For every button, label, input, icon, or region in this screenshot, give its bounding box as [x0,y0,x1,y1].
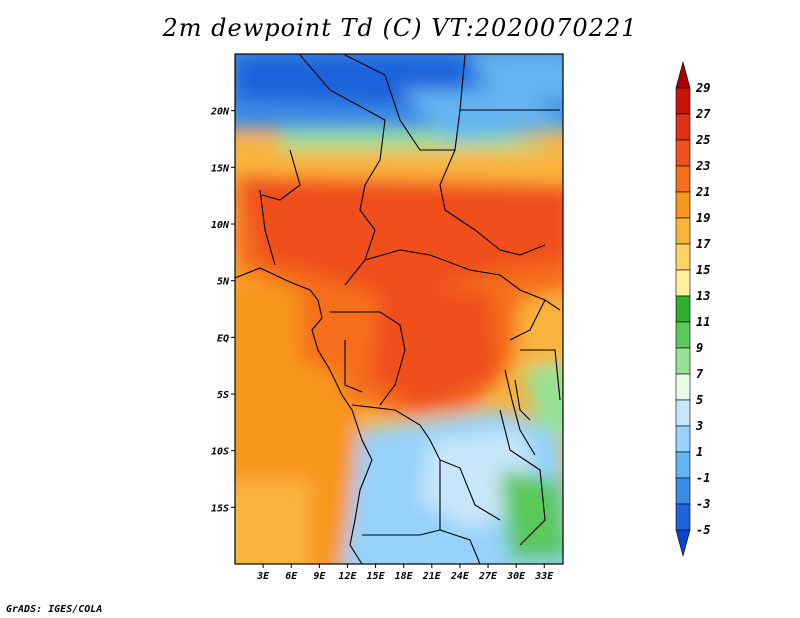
colorbar-label: 25 [695,133,710,147]
colorbar-swatch [675,321,691,349]
lon-tick-label: 12E [338,571,357,582]
country-borders [235,54,561,564]
lon-tick-label: 18E [395,571,414,582]
colorbar-swatch [675,191,691,219]
lon-tick-label: 3E [256,571,270,582]
colorbar-label: 5 [696,393,703,407]
lon-tick-label: 15E [367,571,386,582]
colorbar-label: 21 [695,185,710,199]
dewpoint-field [235,54,563,564]
colorbar-swatch [675,243,691,271]
lon-tick-label: 27E [478,571,498,582]
colorbar-swatch [675,503,691,531]
lon-tick-label: 6E [285,571,298,582]
colorbar-label: 1 [696,445,703,459]
colorbar-swatch [675,217,691,245]
colorbar-swatch [675,165,691,193]
lon-tick-label: 33E [534,571,554,582]
colorbar-label: 17 [696,237,711,251]
map-frame [234,53,564,565]
colorbar-swatch [675,451,691,479]
colorbar-swatch [675,139,691,167]
colorbar-swatch [675,373,691,401]
colorbar-swatch [675,295,691,323]
lon-tick-label: 21E [422,571,442,582]
colorbar-swatch [675,87,691,115]
latitude-ticks: 20N 15N 10N 5N EQ 5S 10S 15S [210,107,235,514]
colorbar-swatch [675,269,691,297]
lat-tick-label: 10S [211,447,229,458]
colorbar-label: -3 [696,497,710,511]
colorbar-swatch [675,113,691,141]
grads-credit: GrADS: IGES/COLA [6,604,103,615]
colorbar-label: 15 [696,263,710,277]
colorbar-swatch [675,399,691,427]
lat-tick-label: 20N [210,107,230,118]
colorbar-swatch [675,529,691,558]
colorbar: 29 27 25 23 21 19 17 15 13 11 9 7 5 3 1 -1 -3 -5 [675,60,711,558]
lon-tick-label: 30E [506,571,526,582]
lat-tick-label: 5N [217,277,230,288]
colorbar-swatch [675,60,691,89]
lat-tick-label: 5S [217,390,229,401]
colorbar-label: -5 [696,523,710,537]
lon-tick-label: 9E [313,571,326,582]
colorbar-label: 27 [695,107,711,121]
colorbar-label: -1 [696,471,710,485]
colorbar-swatch [675,425,691,453]
lat-tick-label: 15S [211,503,229,514]
colorbar-label: 3 [695,419,703,433]
colorbar-label: 11 [696,315,710,329]
longitude-ticks: 3E 6E 9E 12E 15E 18E 21E 24E 27E 30E 33E [256,564,554,582]
lon-tick-label: 24E [450,571,470,582]
colorbar-swatch [675,477,691,505]
chart-title: 2m dewpoint Td (C) VT:2020070221 [162,14,638,42]
colorbar-label: 29 [695,81,710,95]
lat-tick-label: 15N [211,163,230,174]
lat-tick-label: EQ [217,333,229,344]
colorbar-label: 19 [696,211,710,225]
lat-tick-label: 10N [211,220,230,231]
colorbar-label: 7 [696,367,704,381]
colorbar-label: 13 [696,289,710,303]
colorbar-swatch [675,347,691,375]
colorbar-label: 23 [695,159,710,173]
colorbar-label: 9 [696,341,703,355]
